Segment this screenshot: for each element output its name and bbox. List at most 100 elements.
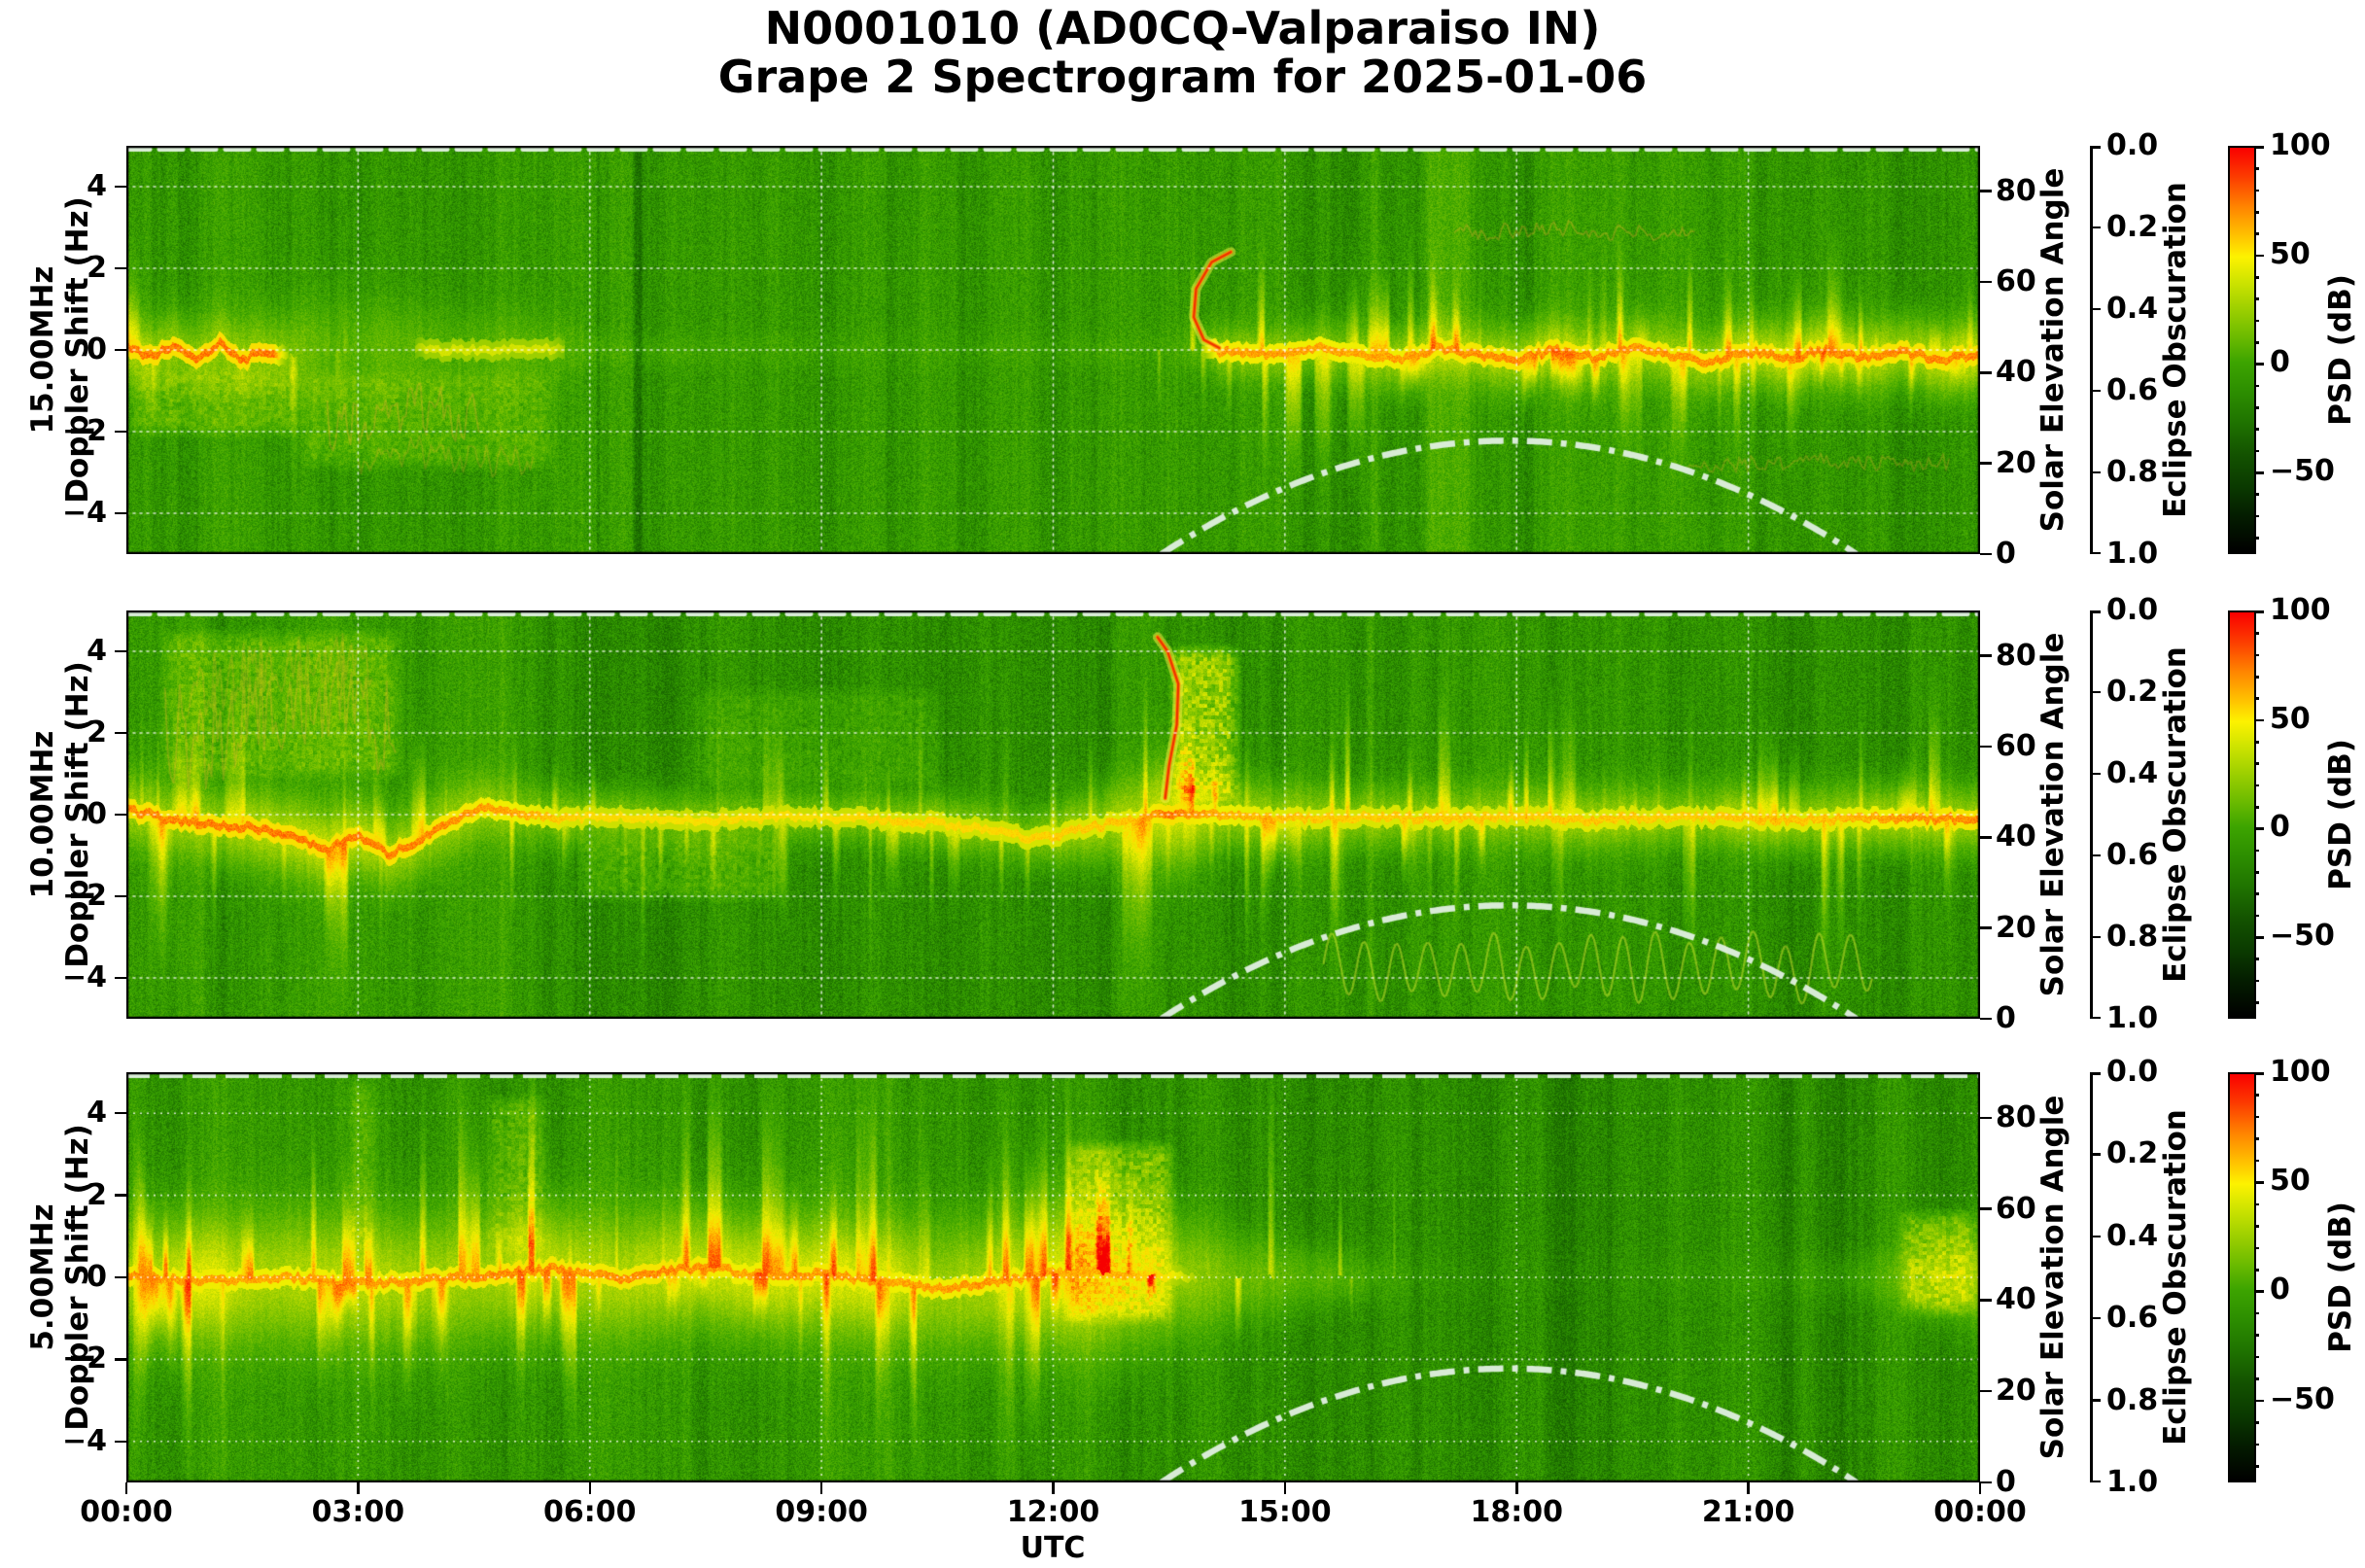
- colorbar-tick-mark: [2254, 363, 2264, 366]
- colorbar-tick-mark: [2254, 428, 2259, 431]
- doppler-tick-label: 0: [87, 332, 107, 366]
- solar-tick-label: 20: [1996, 1374, 2036, 1409]
- eclipse-tick-mark: [2090, 551, 2101, 554]
- colorbar-tick-label: 0: [2270, 810, 2290, 845]
- doppler-tick-label: −4: [61, 960, 107, 994]
- colorbar-tick-label: 100: [2270, 128, 2331, 162]
- eclipse-tick-label: 0.2: [2106, 1136, 2159, 1171]
- x-tick-mark: [819, 1482, 823, 1494]
- solar-tick-mark: [1980, 654, 1992, 657]
- colorbar-tick-mark: [2254, 718, 2264, 722]
- x-tick-mark: [1747, 1482, 1750, 1494]
- eclipse-tick-label: 0.0: [2106, 1055, 2159, 1089]
- eclipse-tick-mark: [2090, 610, 2101, 613]
- colorbar-tick-mark: [2254, 1377, 2259, 1380]
- solar-tick-label: 40: [1996, 355, 2036, 390]
- colorbar-tick-mark: [2254, 1001, 2259, 1004]
- eclipse-tick-label: 0.4: [2106, 292, 2159, 326]
- solar-tick-mark: [1980, 462, 1992, 465]
- eclipse-tick-mark: [2090, 470, 2101, 474]
- x-tick-label: 18:00: [1470, 1495, 1564, 1529]
- solar-tick-label: 80: [1996, 1099, 2036, 1134]
- doppler-tick-mark: [115, 1194, 126, 1197]
- solar-tick-mark: [1980, 1389, 1992, 1393]
- eclipse-tick-label: 0.0: [2106, 128, 2159, 162]
- psd-colorbar: [2228, 146, 2256, 554]
- doppler-tick-mark: [115, 731, 126, 735]
- solar-tick-label: 60: [1996, 1191, 2036, 1226]
- colorbar-tick-mark: [2254, 1225, 2259, 1228]
- colorbar-tick-mark: [2254, 741, 2259, 744]
- eclipse-tick-mark: [2090, 307, 2101, 311]
- colorbar-tick-label: −50: [2270, 1381, 2335, 1416]
- colorbar-tick-label: −50: [2270, 454, 2335, 489]
- colorbar-tick-mark: [2254, 697, 2259, 700]
- eclipse-tick-mark: [2090, 854, 2101, 857]
- doppler-tick-label: 0: [87, 797, 107, 831]
- colorbar-tick-mark: [2254, 493, 2259, 496]
- solar-tick-mark: [1980, 1481, 1992, 1484]
- spectrogram-canvas-5mhz: [126, 1072, 1980, 1482]
- doppler-tick-mark: [115, 185, 126, 189]
- x-tick-mark: [124, 1482, 128, 1494]
- doppler-tick-mark: [115, 266, 126, 270]
- psd-colorbar: [2228, 1072, 2256, 1482]
- colorbar-tick-mark: [2254, 1115, 2259, 1119]
- colorbar-tick-mark: [2254, 784, 2259, 787]
- doppler-tick-mark: [115, 1358, 126, 1361]
- colorbar-tick-mark: [2254, 892, 2259, 895]
- colorbar-tick-mark: [2254, 537, 2259, 540]
- eclipse-tick-mark: [2090, 226, 2101, 229]
- colorbar-tick-mark: [2254, 406, 2259, 409]
- colorbar-tick-mark: [2254, 871, 2259, 874]
- colorbar-tick-mark: [2254, 632, 2259, 635]
- colorbar-tick-mark: [2254, 167, 2259, 170]
- eclipse-tick-label: 0.4: [2106, 756, 2159, 790]
- doppler-tick-label: 2: [87, 1177, 107, 1212]
- colorbar-tick-mark: [2254, 211, 2259, 214]
- colorbar-tick-mark: [2254, 1311, 2259, 1315]
- colorbar-tick-mark: [2254, 1355, 2259, 1359]
- solar-tick-mark: [1980, 926, 1992, 929]
- eclipse-tick-mark: [2090, 1316, 2101, 1320]
- solar-tick-label: 0: [1996, 1001, 2016, 1035]
- doppler-tick-mark: [115, 813, 126, 817]
- colorbar-tick-mark: [2254, 936, 2264, 939]
- colorbar-tick-mark: [2254, 1465, 2259, 1468]
- colorbar-tick-mark: [2254, 1290, 2264, 1293]
- x-tick-label: 00:00: [80, 1495, 173, 1529]
- utc-axis-label: UTC: [1020, 1531, 1086, 1565]
- x-tick-mark: [1052, 1482, 1055, 1494]
- colorbar-tick-mark: [2254, 1421, 2259, 1424]
- eclipse-tick-label: 0.6: [2106, 373, 2159, 407]
- eclipse-axis-spine: [2090, 1072, 2093, 1482]
- colorbar-tick-mark: [2254, 1246, 2259, 1250]
- eclipse-tick-mark: [2090, 1235, 2101, 1238]
- x-tick-label: 21:00: [1701, 1495, 1795, 1529]
- solar-tick-label: 60: [1996, 729, 2036, 763]
- spectrogram-canvas-15mhz: [126, 146, 1980, 554]
- x-tick-mark: [357, 1482, 360, 1494]
- x-tick-mark: [1515, 1482, 1518, 1494]
- solar-tick-label: 20: [1996, 445, 2036, 480]
- colorbar-tick-mark: [2254, 146, 2264, 149]
- colorbar-tick-mark: [2254, 341, 2259, 344]
- doppler-tick-label: −4: [61, 496, 107, 530]
- eclipse-tick-label: 1.0: [2106, 1465, 2159, 1499]
- solar-tick-label: 20: [1996, 910, 2036, 945]
- solar-tick-mark: [1980, 1116, 1992, 1120]
- eclipse-tick-label: 0.2: [2106, 210, 2159, 244]
- eclipse-tick-mark: [2090, 389, 2101, 393]
- solar-tick-label: 40: [1996, 1282, 2036, 1317]
- colorbar-tick-mark: [2254, 806, 2259, 809]
- eclipse-tick-mark: [2090, 146, 2101, 149]
- eclipse-tick-label: 0.8: [2106, 455, 2159, 489]
- solar-tick-mark: [1980, 190, 1992, 192]
- colorbar-tick-label: 100: [2270, 593, 2331, 627]
- colorbar-tick-mark: [2254, 232, 2259, 235]
- eclipse-tick-mark: [2090, 1399, 2101, 1402]
- solar-tick-label: 80: [1996, 173, 2036, 208]
- x-tick-mark: [588, 1482, 591, 1494]
- colorbar-tick-mark: [2254, 514, 2259, 518]
